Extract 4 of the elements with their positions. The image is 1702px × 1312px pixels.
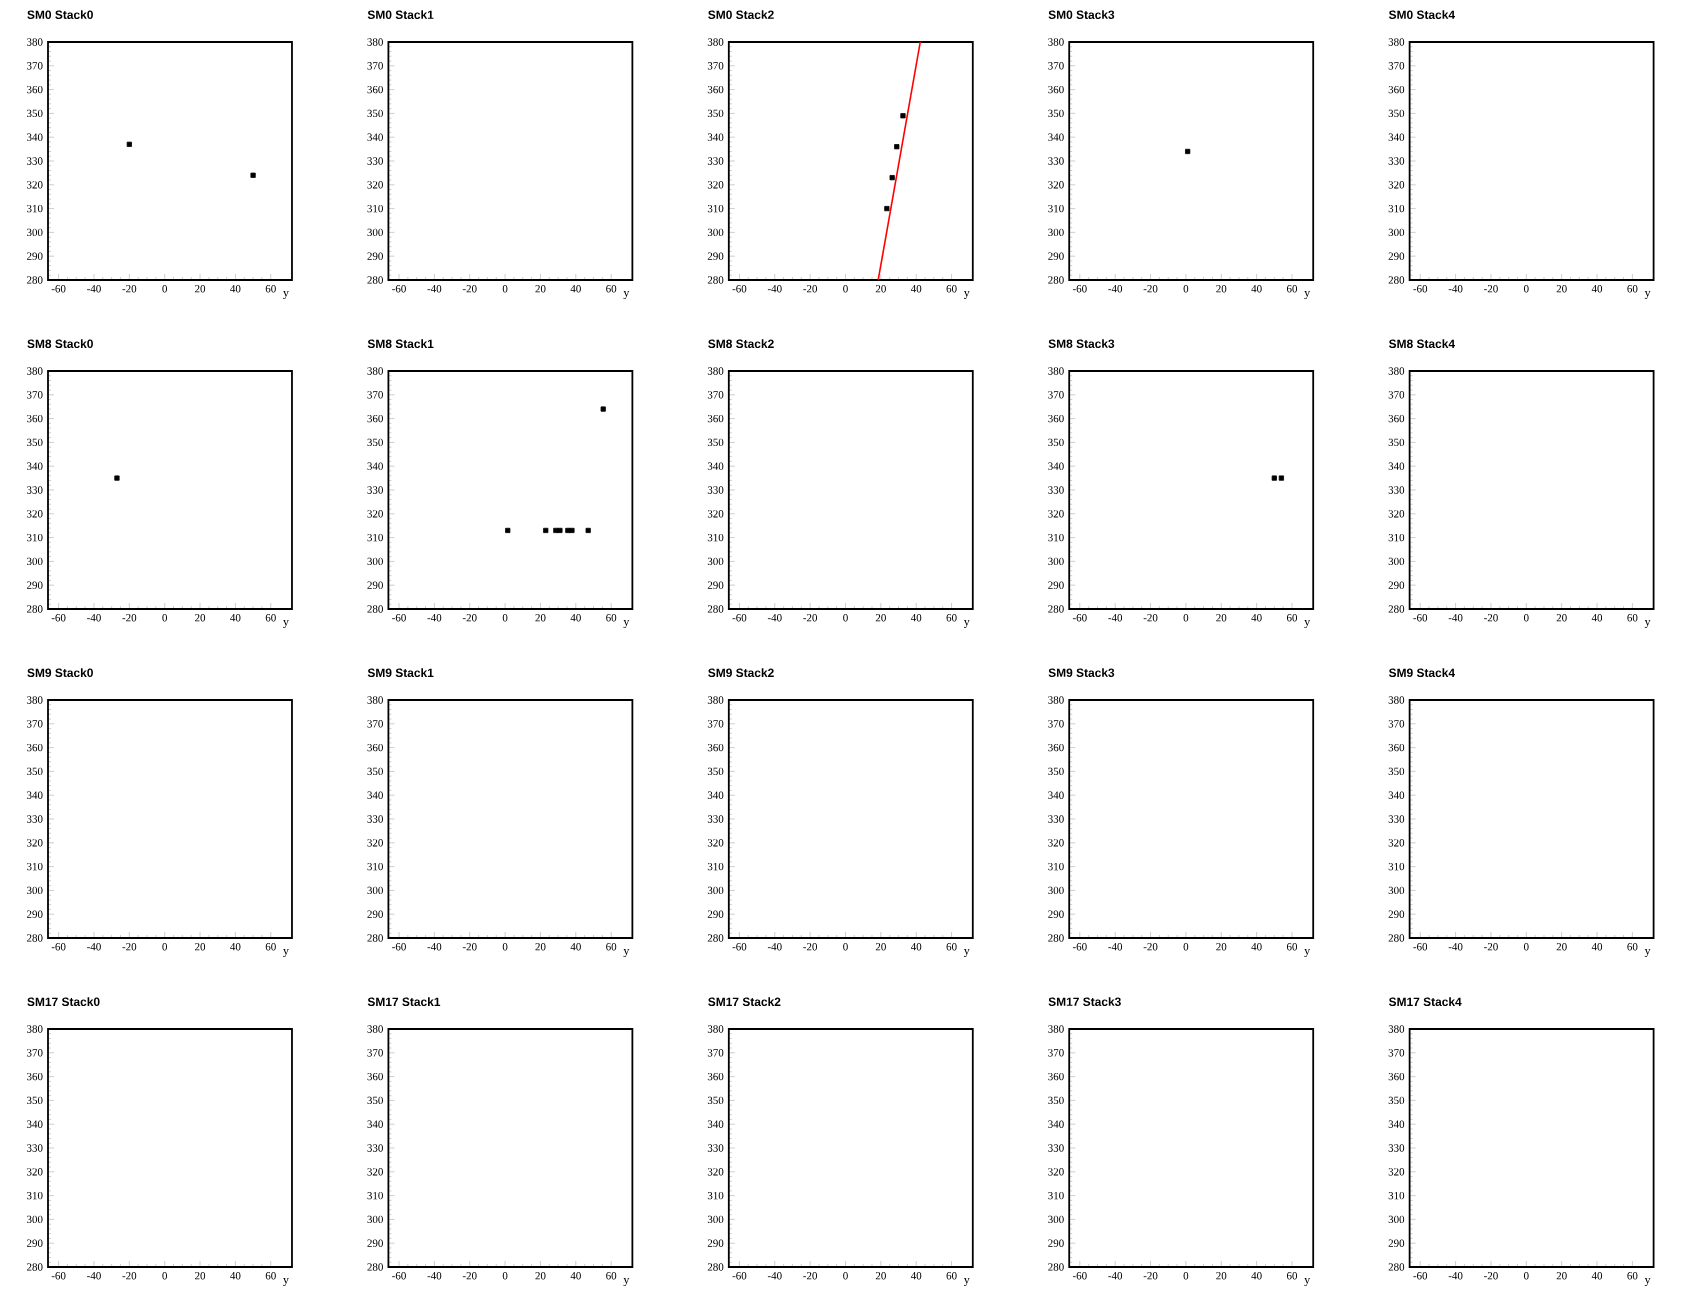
point xyxy=(884,205,890,212)
point xyxy=(889,175,895,181)
point xyxy=(900,113,906,119)
point xyxy=(894,144,900,150)
